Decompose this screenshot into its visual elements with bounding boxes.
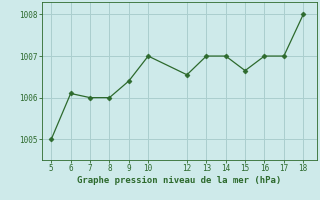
X-axis label: Graphe pression niveau de la mer (hPa): Graphe pression niveau de la mer (hPa) <box>77 176 281 185</box>
